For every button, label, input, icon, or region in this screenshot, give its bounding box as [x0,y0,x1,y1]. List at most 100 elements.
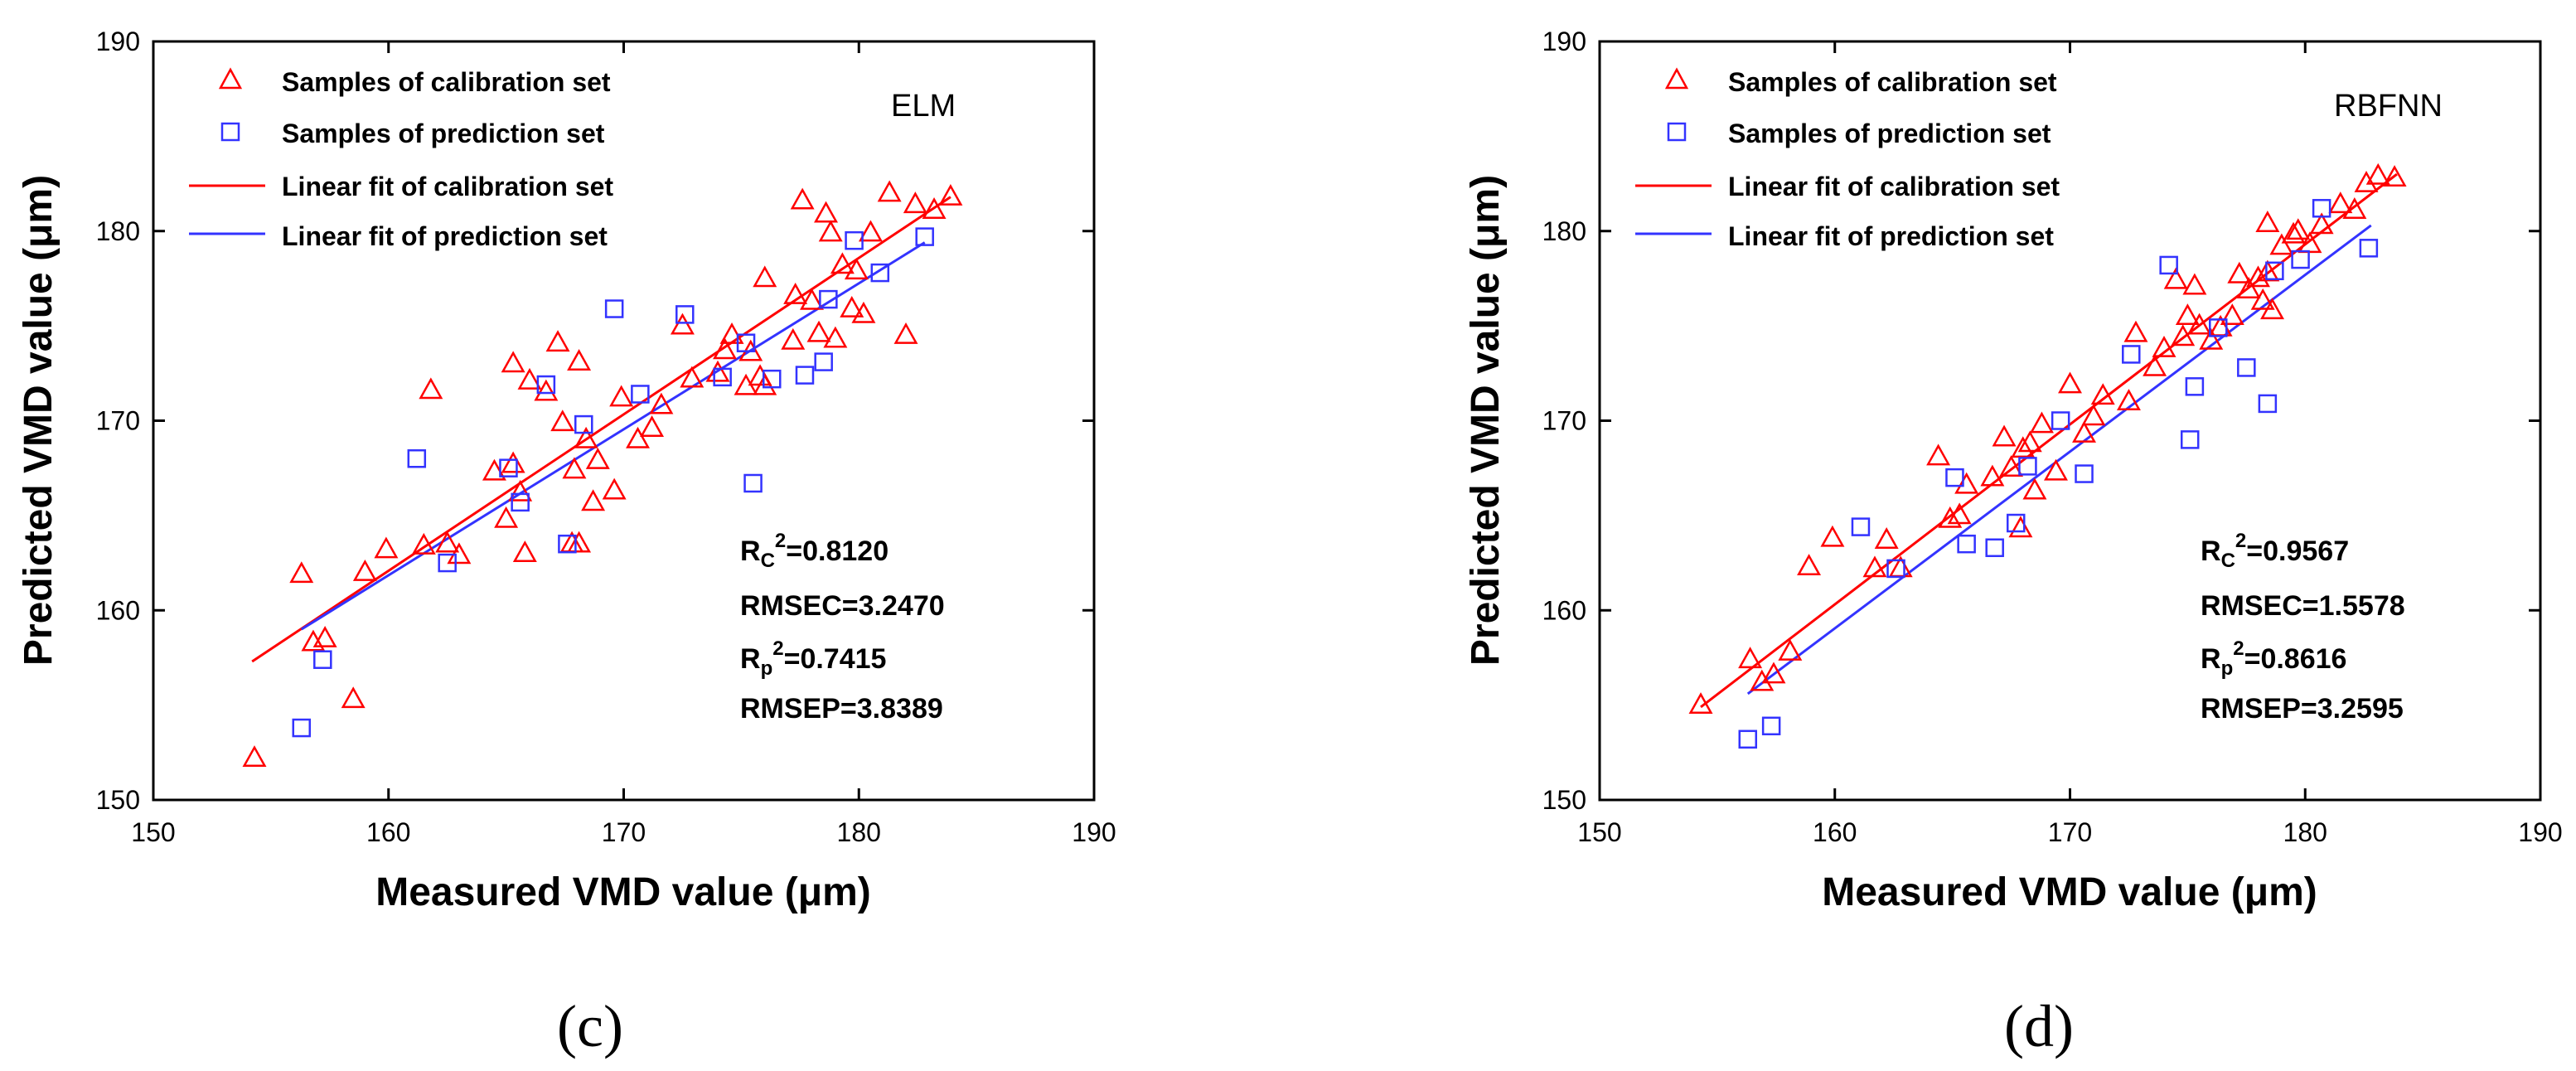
prediction-point-d [2258,394,2278,414]
calibration-point-c [844,258,869,280]
x-tick-label-d: 190 [2518,817,2562,847]
y-tick-label-d: 180 [1542,216,1586,246]
calibration-point-d [2152,336,2177,357]
prediction-point-c [631,385,650,404]
calibration-point-d [2236,277,2261,299]
calibration-point-d [2081,404,2106,426]
prediction-point-d [2018,457,2037,476]
calibration-point-d [2171,324,2196,346]
calibration-point-c [411,532,436,555]
prediction-point-c [604,299,624,318]
stat-rp2-d: Rp2=0.8616 [2201,637,2346,680]
calibration-point-c [435,531,460,553]
calibration-point-d [1947,502,1972,525]
calibration-point-d [2309,212,2334,235]
calibration-point-c [289,561,314,584]
calibration-point-c [818,220,843,242]
calibration-point-c [830,252,855,274]
prediction-point-c [743,473,763,493]
calibration-point-c [781,327,806,350]
calibration-point-d [2220,303,2244,326]
calibration-point-c [858,220,883,242]
prediction-fit-line-d [1746,224,2372,695]
calibration-point-c [877,180,902,202]
plot-area-c: 150 160 170 180 190 150 160 170 180 190 [96,27,1116,847]
calibration-point-c [494,506,519,528]
calibration-point-d [2143,354,2167,376]
calibration-point-d [2255,259,2280,282]
calibration-point-d [2227,261,2252,284]
calibration-point-c [753,373,777,395]
prediction-point-d [2051,411,2070,430]
prediction-point-d [2209,318,2228,337]
calibration-point-c [534,379,559,401]
calibration-fit-line-c [251,196,951,663]
calibration-point-d [2163,267,2188,289]
stat-rmsep-d: RMSEP=3.2595 [2201,693,2404,724]
calibration-point-d [1980,464,2005,487]
calibration-point-c [550,410,575,432]
calibration-point-c [823,326,848,348]
legend-d: Samples of calibration set Samples of pr… [1635,67,2060,251]
x-tick-label-d: 150 [1577,817,1621,847]
stat-rmsec-d: RMSEC=1.5578 [2201,590,2405,622]
legend-label-calibration-fit-c: Linear fit of calibration set [282,172,613,201]
calibration-point-d [2246,265,2270,288]
x-tick-label-d: 180 [2283,817,2327,847]
calibration-point-c [501,351,525,373]
model-name-d: RBFNN [2334,89,2443,124]
y-axis-title-c: Predicted VMD value (μm) [17,175,61,666]
calibration-point-d [1992,424,2017,447]
calibration-point-d [1778,639,1803,661]
calibration-point-d [1738,647,1763,669]
prediction-point-c [511,492,530,512]
calibration-point-d [2116,389,2141,410]
x-axis-title-c: Measured VMD value (μm) [375,870,871,914]
calibration-point-c [790,187,815,210]
legend-triangle-marker-c [218,67,243,90]
legend-label-calibration-samples-d: Samples of calibration set [1728,67,2057,97]
calibration-point-d [2058,371,2082,394]
prediction-point-d [2359,239,2379,258]
stat-rp2-c: Rp2=0.7415 [740,637,886,680]
calibration-point-d [1862,555,1887,578]
calibration-point-d [2029,411,2054,434]
calibration-point-c [903,191,927,214]
legend-label-prediction-fit-c: Linear fit of prediction set [282,221,608,251]
calibration-point-d [2250,288,2275,310]
prediction-point-d [2185,377,2205,396]
calibration-point-c [705,360,730,382]
prediction-point-d [1761,716,1781,736]
stats-box-d: RC2=0.9567 RMSEC=1.5578 Rp2=0.8616 RMSEP… [2201,530,2405,724]
calibration-point-c [567,349,592,371]
legend-square-marker-d [1667,122,1687,142]
x-tick-label-c: 190 [1072,817,1116,847]
y-tick-label-d: 160 [1542,595,1586,625]
panel-label-d: (d) [2004,993,2074,1059]
calibration-point-d [1750,669,1775,691]
prediction-point-d [2159,255,2178,275]
calibration-point-d [2328,191,2353,214]
stat-rmsep-c: RMSEP=3.8389 [740,693,943,724]
legend-square-marker-c [220,122,240,142]
calibration-point-d [2182,273,2207,295]
prediction-point-d [2006,513,2026,533]
calibration-point-c [713,337,737,360]
prediction-point-c [736,333,756,352]
prediction-point-d [2312,199,2331,218]
calibration-point-c [851,301,876,323]
y-tick-label-c: 180 [96,216,140,246]
x-tick-label-d: 160 [1813,817,1857,847]
calibration-point-d [2354,171,2379,192]
x-tick-label-d: 170 [2048,817,2092,847]
calibration-point-d [2022,477,2047,500]
calibration-point-c [517,367,542,390]
prediction-point-c [292,718,312,738]
y-tick-label-d: 150 [1542,785,1586,815]
y-tick-label-c: 170 [96,406,140,436]
prediction-point-d [2180,430,2200,449]
calibration-point-d [1761,662,1786,684]
prediction-point-c [819,289,838,309]
prediction-point-c [499,458,518,477]
calibration-point-c [512,540,537,562]
